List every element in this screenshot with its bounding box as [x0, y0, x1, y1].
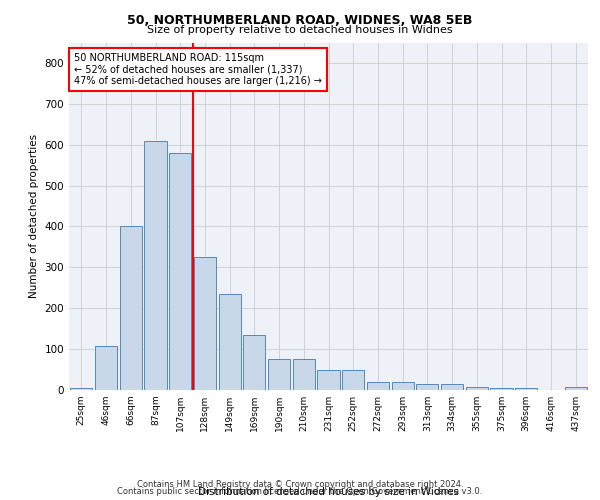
X-axis label: Distribution of detached houses by size in Widnes: Distribution of detached houses by size …: [198, 487, 459, 497]
Text: 50, NORTHUMBERLAND ROAD, WIDNES, WA8 5EB: 50, NORTHUMBERLAND ROAD, WIDNES, WA8 5EB: [127, 14, 473, 27]
Bar: [169, 153, 191, 390]
Bar: [95, 346, 117, 390]
Y-axis label: Number of detached properties: Number of detached properties: [29, 134, 39, 298]
Bar: [466, 387, 488, 390]
Bar: [490, 388, 512, 390]
Bar: [293, 358, 315, 390]
Text: Contains HM Land Registry data © Crown copyright and database right 2024.: Contains HM Land Registry data © Crown c…: [137, 480, 463, 489]
Bar: [342, 370, 364, 390]
Text: Contains public sector information licensed under the Open Government Licence v3: Contains public sector information licen…: [118, 487, 482, 496]
Bar: [243, 335, 265, 390]
Bar: [145, 140, 167, 390]
Bar: [218, 294, 241, 390]
Bar: [441, 384, 463, 390]
Bar: [367, 382, 389, 390]
Bar: [565, 386, 587, 390]
Bar: [416, 384, 439, 390]
Bar: [515, 388, 538, 390]
Bar: [70, 388, 92, 390]
Bar: [317, 370, 340, 390]
Bar: [268, 358, 290, 390]
Bar: [194, 257, 216, 390]
Bar: [119, 226, 142, 390]
Bar: [392, 382, 414, 390]
Text: Size of property relative to detached houses in Widnes: Size of property relative to detached ho…: [147, 25, 453, 35]
Text: 50 NORTHUMBERLAND ROAD: 115sqm
← 52% of detached houses are smaller (1,337)
47% : 50 NORTHUMBERLAND ROAD: 115sqm ← 52% of …: [74, 53, 322, 86]
